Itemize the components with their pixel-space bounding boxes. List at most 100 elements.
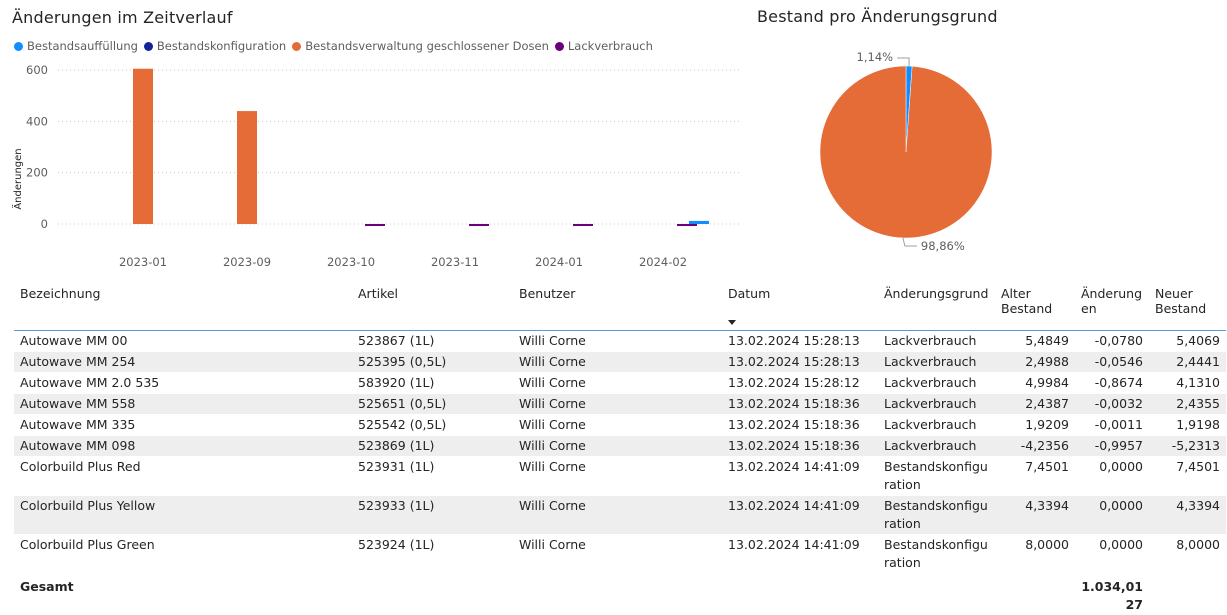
legend-item[interactable]: Bestandsverwaltung geschlossener Dosen [292, 39, 549, 53]
table-cell: 2,4355 [1149, 394, 1226, 415]
legend-dot-icon [555, 42, 564, 51]
table-cell: 13.02.2024 14:41:09 [722, 496, 878, 535]
table-cell: 8,0000 [995, 535, 1075, 574]
table-cell: 523867 (1L) [352, 331, 513, 352]
table-cell: Willi Corne [513, 415, 722, 436]
header-aenderungsgrund[interactable]: Änderungsgrund [878, 282, 995, 331]
table-cell: 525542 (0,5L) [352, 415, 513, 436]
y-tick-label: 600 [26, 63, 48, 77]
table-cell: Colorbuild Plus Yellow [14, 496, 352, 535]
table-cell: Colorbuild Plus Green [14, 535, 352, 574]
table-cell: 13.02.2024 14:41:09 [722, 457, 878, 496]
table-cell: Autowave MM 558 [14, 394, 352, 415]
legend-label: Bestandsauffüllung [27, 39, 138, 53]
x-tick-label: 2023-01 [119, 255, 167, 269]
bar [677, 224, 697, 226]
legend-dot-icon [14, 42, 23, 51]
table-cell: -0,0546 [1075, 352, 1149, 373]
table-cell: -0,0011 [1075, 415, 1149, 436]
table-cell: 0,0000 [1075, 457, 1149, 496]
legend-dot-icon [144, 42, 153, 51]
table-cell: Willi Corne [513, 535, 722, 574]
header-datum[interactable]: Datum [722, 282, 878, 331]
total-aenderungen: 1.034,0127 [1075, 574, 1149, 615]
header-bezeichnung[interactable]: Bezeichnung [14, 282, 352, 331]
leader-line [897, 58, 909, 66]
table-cell: 4,3394 [995, 496, 1075, 535]
table-cell: Bestandskonfiguration [878, 496, 995, 535]
right-chart-title: Bestand pro Änderungsgrund [757, 7, 998, 26]
table-cell: -0,0780 [1075, 331, 1149, 352]
bar [689, 221, 709, 224]
table-cell: Willi Corne [513, 331, 722, 352]
table-cell: Willi Corne [513, 373, 722, 394]
table-cell: Willi Corne [513, 496, 722, 535]
table-cell: 13.02.2024 15:28:13 [722, 352, 878, 373]
y-tick-label: 400 [26, 114, 48, 128]
pie-chart: 1,14%98,86% [790, 40, 1090, 260]
x-tick-label: 2023-10 [327, 255, 375, 269]
table-cell: 5,4849 [995, 331, 1075, 352]
y-axis-label: Änderungen [11, 148, 24, 209]
sort-descending-icon [728, 320, 736, 325]
table-cell: Lackverbrauch [878, 352, 995, 373]
header-artikel[interactable]: Artikel [352, 282, 513, 331]
total-label: Gesamt [14, 574, 352, 615]
header-benutzer[interactable]: Benutzer [513, 282, 722, 331]
table-cell: Lackverbrauch [878, 373, 995, 394]
x-tick-label: 2024-02 [639, 255, 687, 269]
legend-item[interactable]: Lackverbrauch [555, 39, 653, 53]
table-cell: -5,2313 [1149, 436, 1226, 457]
table-cell: Autowave MM 2.0 535 [14, 373, 352, 394]
table-cell: 13.02.2024 15:18:36 [722, 436, 878, 457]
table-cell: 13.02.2024 15:28:13 [722, 331, 878, 352]
table-cell: Willi Corne [513, 394, 722, 415]
table-cell: Willi Corne [513, 352, 722, 373]
table-cell: 523924 (1L) [352, 535, 513, 574]
table-cell: 2,4988 [995, 352, 1075, 373]
legend-label: Lackverbrauch [568, 39, 653, 53]
legend-label: Bestandsverwaltung geschlossener Dosen [305, 39, 549, 53]
legend-item[interactable]: Bestandsauffüllung [14, 39, 138, 53]
table-cell: 13.02.2024 14:41:09 [722, 535, 878, 574]
table-cell: 4,9984 [995, 373, 1075, 394]
table-cell: Willi Corne [513, 436, 722, 457]
table-cell: 8,0000 [1149, 535, 1226, 574]
pie-label: 1,14% [857, 50, 894, 64]
table-cell: Lackverbrauch [878, 394, 995, 415]
table-cell: Lackverbrauch [878, 331, 995, 352]
table-cell: -0,9957 [1075, 436, 1149, 457]
x-tick-label: 2023-09 [223, 255, 271, 269]
table-cell: 7,4501 [995, 457, 1075, 496]
x-tick-label: 2023-11 [431, 255, 479, 269]
table-cell: Lackverbrauch [878, 415, 995, 436]
legend-item[interactable]: Bestandskonfiguration [144, 39, 286, 53]
table-cell: Bestandskonfiguration [878, 457, 995, 496]
table-cell: 0,0000 [1075, 496, 1149, 535]
bar [133, 69, 153, 224]
table-cell: 523933 (1L) [352, 496, 513, 535]
legend-label: Bestandskonfiguration [157, 39, 286, 53]
bar [365, 224, 385, 226]
leader-line [903, 238, 917, 246]
table-cell: 7,4501 [1149, 457, 1226, 496]
table-cell: Autowave MM 098 [14, 436, 352, 457]
x-tick-label: 2024-01 [535, 255, 583, 269]
table-cell: 4,3394 [1149, 496, 1226, 535]
bar [573, 224, 593, 226]
table-cell: 2,4441 [1149, 352, 1226, 373]
y-tick-label: 0 [41, 217, 48, 231]
